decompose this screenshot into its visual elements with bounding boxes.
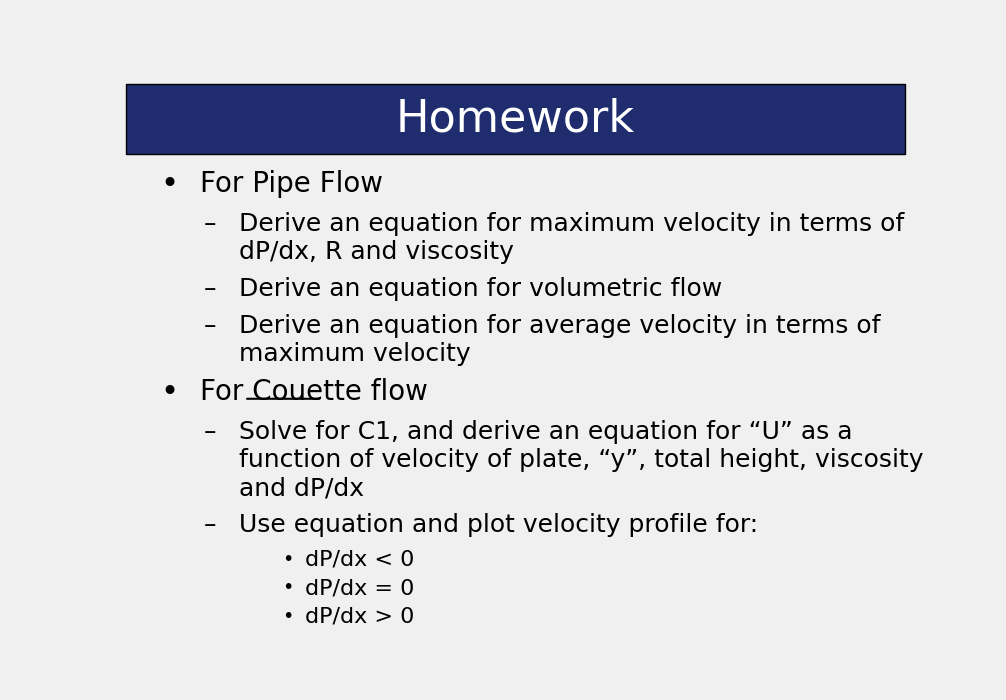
Text: dP/dx = 0: dP/dx = 0 [305,578,414,598]
Text: –: – [203,314,216,337]
Text: Derive an equation for average velocity in terms of: Derive an equation for average velocity … [238,314,880,337]
Text: Derive an equation for maximum velocity in terms of: Derive an equation for maximum velocity … [238,212,904,237]
Text: Use equation and plot velocity profile for:: Use equation and plot velocity profile f… [238,513,758,537]
Text: •: • [282,607,293,626]
Text: •: • [161,170,179,199]
Text: For Pipe Flow: For Pipe Flow [200,170,383,198]
Text: •: • [282,578,293,597]
Text: dP/dx < 0: dP/dx < 0 [305,550,414,570]
Text: –: – [203,513,216,537]
Text: maximum velocity: maximum velocity [238,342,471,365]
Text: function of velocity of plate, “y”, total height, viscosity: function of velocity of plate, “y”, tota… [238,449,924,472]
Text: dP/dx, R and viscosity: dP/dx, R and viscosity [238,240,514,265]
Text: For Couette flow: For Couette flow [200,378,428,406]
Text: Derive an equation for volumetric flow: Derive an equation for volumetric flow [238,277,722,301]
Text: Homework: Homework [396,97,635,141]
Text: dP/dx > 0: dP/dx > 0 [305,607,414,626]
Text: •: • [161,378,179,407]
FancyBboxPatch shape [126,84,905,154]
Text: –: – [203,420,216,444]
Text: •: • [282,550,293,568]
Text: Solve for C1, and derive an equation for “U” as a: Solve for C1, and derive an equation for… [238,420,852,444]
Text: –: – [203,277,216,301]
Text: and dP/dx: and dP/dx [238,477,364,500]
Text: –: – [203,212,216,237]
